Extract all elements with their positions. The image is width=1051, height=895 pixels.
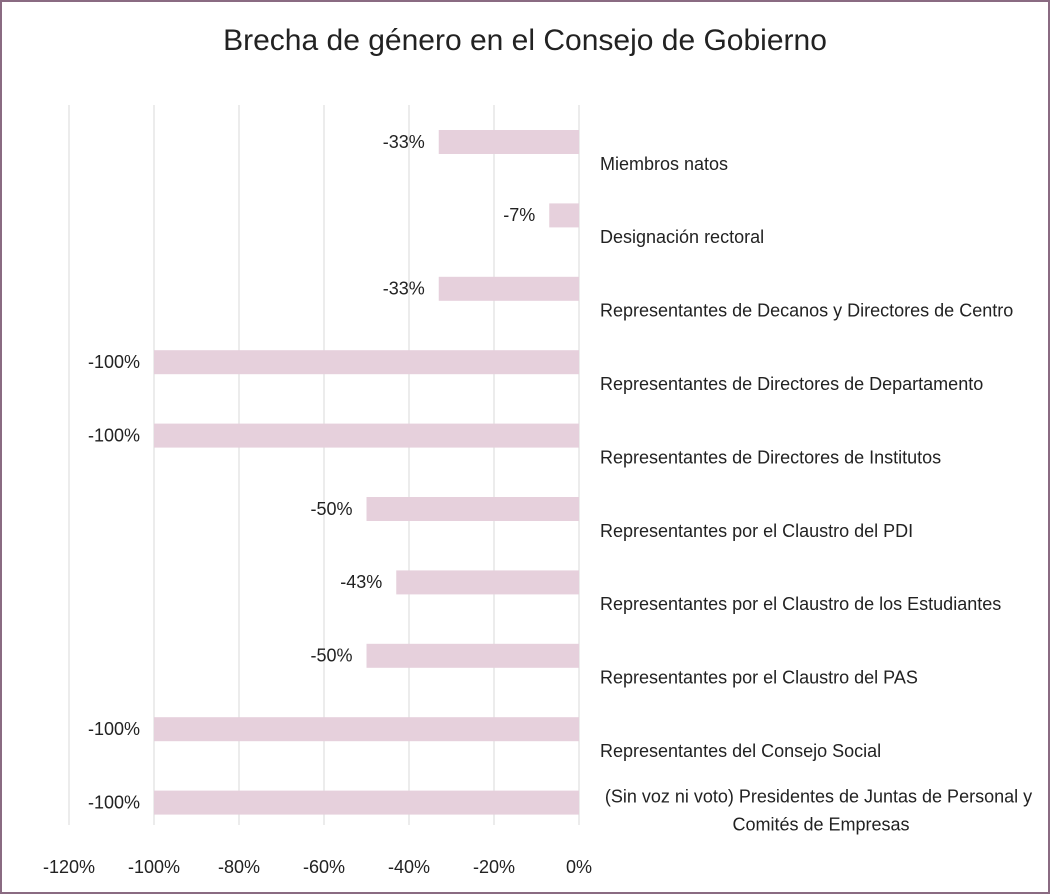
data-label: -50% bbox=[310, 499, 352, 519]
data-label: -33% bbox=[383, 132, 425, 152]
category-label: (Sin voz ni voto) Presidentes de Juntas … bbox=[605, 786, 1037, 834]
data-label: -50% bbox=[310, 646, 352, 666]
x-tick-label: -120% bbox=[43, 857, 95, 877]
x-tick-label: 0% bbox=[566, 857, 592, 877]
bar bbox=[154, 790, 579, 815]
x-tick-label: -60% bbox=[303, 857, 345, 877]
data-label: -100% bbox=[88, 352, 140, 372]
bar bbox=[438, 276, 579, 301]
category-label: Representantes por el Claustro del PAS bbox=[600, 668, 918, 688]
bar bbox=[549, 203, 579, 228]
data-label: -100% bbox=[88, 425, 140, 445]
x-tick-label: -100% bbox=[128, 857, 180, 877]
bar bbox=[154, 423, 579, 448]
category-label: Representantes de Directores de Institut… bbox=[600, 447, 941, 467]
data-label: -100% bbox=[88, 792, 140, 812]
x-tick-label: -80% bbox=[218, 857, 260, 877]
bar bbox=[154, 350, 579, 375]
category-label: Representantes de Directores de Departam… bbox=[600, 374, 983, 394]
data-label: -43% bbox=[340, 572, 382, 592]
data-label: -100% bbox=[88, 719, 140, 739]
bar bbox=[366, 497, 579, 521]
category-label: Representantes de Decanos y Directores d… bbox=[600, 301, 1013, 321]
category-label: Representantes por el Claustro de los Es… bbox=[600, 594, 1001, 614]
chart-title: Brecha de género en el Consejo de Gobier… bbox=[223, 24, 827, 57]
category-label: Representantes del Consejo Social bbox=[600, 741, 881, 761]
x-tick-label: -20% bbox=[473, 857, 515, 877]
data-label: -33% bbox=[383, 279, 425, 299]
bar bbox=[396, 570, 579, 595]
bar bbox=[366, 643, 579, 668]
category-label: Representantes por el Claustro del PDI bbox=[600, 521, 913, 541]
bar bbox=[438, 130, 579, 154]
category-label: Miembros natos bbox=[600, 154, 728, 174]
x-tick-label: -40% bbox=[388, 857, 430, 877]
data-label: -7% bbox=[503, 205, 535, 225]
category-label: Designación rectoral bbox=[600, 227, 764, 247]
bar bbox=[154, 717, 579, 742]
